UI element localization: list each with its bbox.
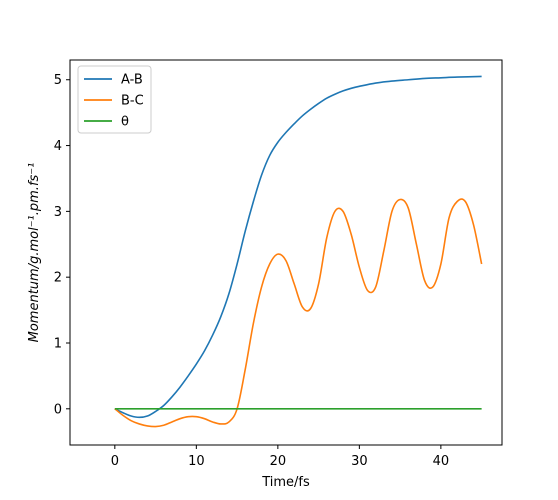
legend-label: A-B xyxy=(121,73,143,88)
series-line-1 xyxy=(114,198,483,428)
axes-layer: 0 10 20 30 40 0 1 2 3 4 5 xyxy=(54,73,449,469)
legend: A-B B-C θ xyxy=(77,65,152,134)
legend-label: θ xyxy=(121,115,129,130)
x-tick-label: 30 xyxy=(351,454,368,469)
y-tick-label: 1 xyxy=(54,336,62,351)
y-axis-label: Momentum/g.mol⁻¹.pm.fs⁻¹ xyxy=(27,163,42,343)
series-layer xyxy=(114,75,483,428)
x-tick-label: 0 xyxy=(111,454,119,469)
y-tick-label: 3 xyxy=(54,205,62,220)
plot-frame xyxy=(69,59,503,446)
legend-label: B-C xyxy=(121,94,144,109)
y-tick-label: 4 xyxy=(54,139,62,154)
plot-area xyxy=(69,59,503,446)
series-line-0 xyxy=(114,75,482,419)
x-tick-label: 40 xyxy=(433,454,450,469)
x-axis-label: Time/fs xyxy=(261,475,310,490)
x-tick-label: 20 xyxy=(270,454,287,469)
y-tick-label: 5 xyxy=(54,73,62,88)
x-tick-label: 10 xyxy=(188,454,205,469)
legend-box xyxy=(77,65,152,134)
y-tick-label: 2 xyxy=(54,271,62,286)
y-tick-label: 0 xyxy=(54,402,62,417)
